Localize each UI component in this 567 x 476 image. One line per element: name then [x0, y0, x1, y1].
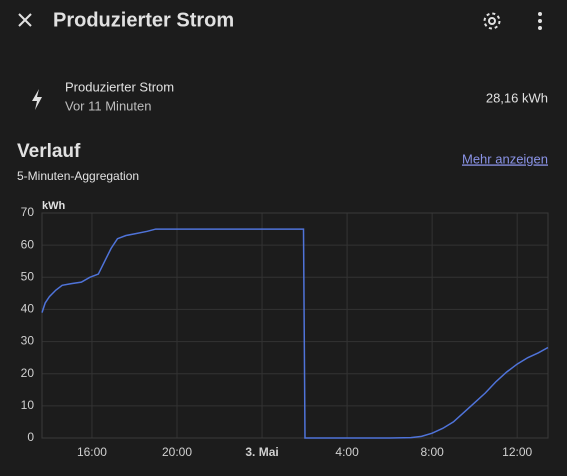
section-subtitle: 5-Minuten-Aggregation: [17, 169, 139, 183]
x-tick-label: 12:00: [502, 445, 532, 459]
more-link[interactable]: Mehr anzeigen: [462, 151, 548, 166]
x-tick-label: 20:00: [162, 445, 192, 459]
last-updated: Vor 11 Minuten: [65, 98, 151, 113]
y-tick-label: 70: [21, 205, 35, 219]
plot-border: [41, 212, 549, 439]
dialog-title: Produzierter Strom: [53, 9, 234, 31]
settings-button[interactable]: [483, 12, 501, 30]
data-line: [41, 228, 549, 439]
menu-button[interactable]: [538, 12, 542, 30]
bolt-icon: [32, 89, 42, 110]
y-tick-label: 0: [27, 430, 34, 444]
y-tick-label: 30: [21, 334, 35, 348]
entity-state: 28,16 kWh: [486, 90, 548, 105]
y-tick-label: 20: [21, 366, 35, 380]
close-button[interactable]: [18, 13, 32, 27]
x-tick-label: 8:00: [420, 445, 444, 459]
chart: 0 10 20 30 40 50 60 70 16:00 20:00 3. Mai 4:00 8:00 1…: [21, 205, 549, 459]
x-tick-label: 3. Mai: [245, 445, 278, 459]
entity-name: Produzierter Strom: [65, 79, 174, 94]
x-tick-label: 4:00: [335, 445, 359, 459]
x-tick-label: 16:00: [77, 445, 107, 459]
section-title: Verlauf: [17, 141, 81, 162]
y-axis-label: kWh: [42, 200, 66, 212]
y-tick-label: 60: [21, 237, 35, 251]
y-tick-label: 10: [21, 398, 35, 412]
y-tick-label: 40: [21, 302, 35, 316]
y-tick-label: 50: [21, 269, 35, 283]
